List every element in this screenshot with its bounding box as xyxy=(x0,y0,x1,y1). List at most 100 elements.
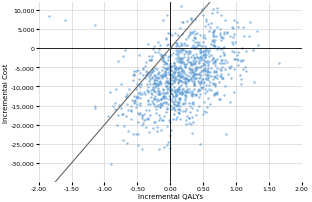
Point xyxy=(188,31,193,35)
Point xyxy=(165,140,170,144)
Point xyxy=(187,78,192,81)
Point xyxy=(153,79,158,83)
Point xyxy=(198,59,203,62)
Point xyxy=(153,86,158,89)
Point xyxy=(186,102,191,105)
Point xyxy=(175,44,180,47)
Point xyxy=(169,87,174,91)
Point xyxy=(198,142,203,146)
Point xyxy=(160,89,165,92)
Point xyxy=(168,64,173,67)
Point xyxy=(191,77,196,80)
Point xyxy=(197,71,202,74)
Point xyxy=(200,62,205,65)
Point xyxy=(178,84,183,87)
Point xyxy=(148,71,153,75)
Point xyxy=(213,85,218,88)
Point xyxy=(154,126,159,129)
Point xyxy=(125,130,130,133)
Point xyxy=(217,56,222,59)
Point xyxy=(178,97,183,100)
Point xyxy=(111,105,116,108)
Point xyxy=(178,93,183,96)
Point xyxy=(236,51,241,55)
Point xyxy=(193,37,197,40)
Point xyxy=(189,69,194,72)
Point xyxy=(201,69,206,72)
Point xyxy=(164,68,169,71)
Point xyxy=(188,68,193,72)
Point xyxy=(177,100,182,103)
Point xyxy=(178,51,183,54)
Point xyxy=(180,77,185,80)
Point xyxy=(181,49,186,53)
Point xyxy=(193,73,198,77)
Point xyxy=(170,77,175,80)
Point xyxy=(145,103,150,106)
Point xyxy=(203,111,208,114)
Point xyxy=(155,100,160,103)
Point xyxy=(210,32,215,35)
Point xyxy=(176,88,181,91)
Point xyxy=(177,97,182,100)
Point xyxy=(238,78,243,82)
Point xyxy=(105,115,110,118)
Point xyxy=(178,27,183,30)
Point xyxy=(183,38,188,41)
Point xyxy=(193,94,198,97)
Point xyxy=(217,98,222,101)
Point xyxy=(193,73,197,76)
Point xyxy=(186,88,191,91)
Point xyxy=(140,124,145,127)
Point xyxy=(203,18,208,21)
Point xyxy=(202,64,207,67)
Point xyxy=(154,97,159,101)
Point xyxy=(215,58,220,62)
Point xyxy=(140,117,145,120)
Point xyxy=(158,53,163,56)
Point xyxy=(179,80,184,84)
Point xyxy=(157,71,162,74)
Point xyxy=(191,74,196,77)
Point xyxy=(173,66,178,69)
Point xyxy=(173,95,178,99)
Point xyxy=(188,61,193,64)
Point xyxy=(185,91,190,94)
Point xyxy=(185,78,190,81)
Point xyxy=(186,53,191,56)
Point xyxy=(177,57,182,60)
Point xyxy=(168,104,173,108)
Point xyxy=(124,115,129,118)
Point xyxy=(234,54,239,57)
Point xyxy=(177,118,182,121)
Point xyxy=(176,102,181,105)
Point xyxy=(178,58,183,61)
Point xyxy=(166,59,171,63)
Point xyxy=(199,55,204,58)
Point xyxy=(141,113,146,116)
Point xyxy=(206,60,211,63)
Point xyxy=(136,84,141,87)
Point xyxy=(192,72,197,75)
Point xyxy=(171,52,176,55)
Point xyxy=(160,54,165,57)
Point xyxy=(216,81,221,84)
Point xyxy=(168,47,173,51)
Point xyxy=(131,74,136,77)
Point xyxy=(139,148,144,151)
Point xyxy=(180,90,185,94)
Point xyxy=(161,146,166,149)
Point xyxy=(166,82,171,85)
Point xyxy=(146,117,151,121)
Point xyxy=(116,104,121,107)
Point xyxy=(163,73,168,76)
Point xyxy=(192,46,197,49)
Point xyxy=(152,95,157,98)
Point xyxy=(217,62,222,66)
Point xyxy=(211,45,216,49)
Point xyxy=(160,66,165,69)
Point xyxy=(210,59,215,62)
Point xyxy=(226,73,231,76)
Point xyxy=(165,87,170,90)
Point xyxy=(186,37,191,40)
